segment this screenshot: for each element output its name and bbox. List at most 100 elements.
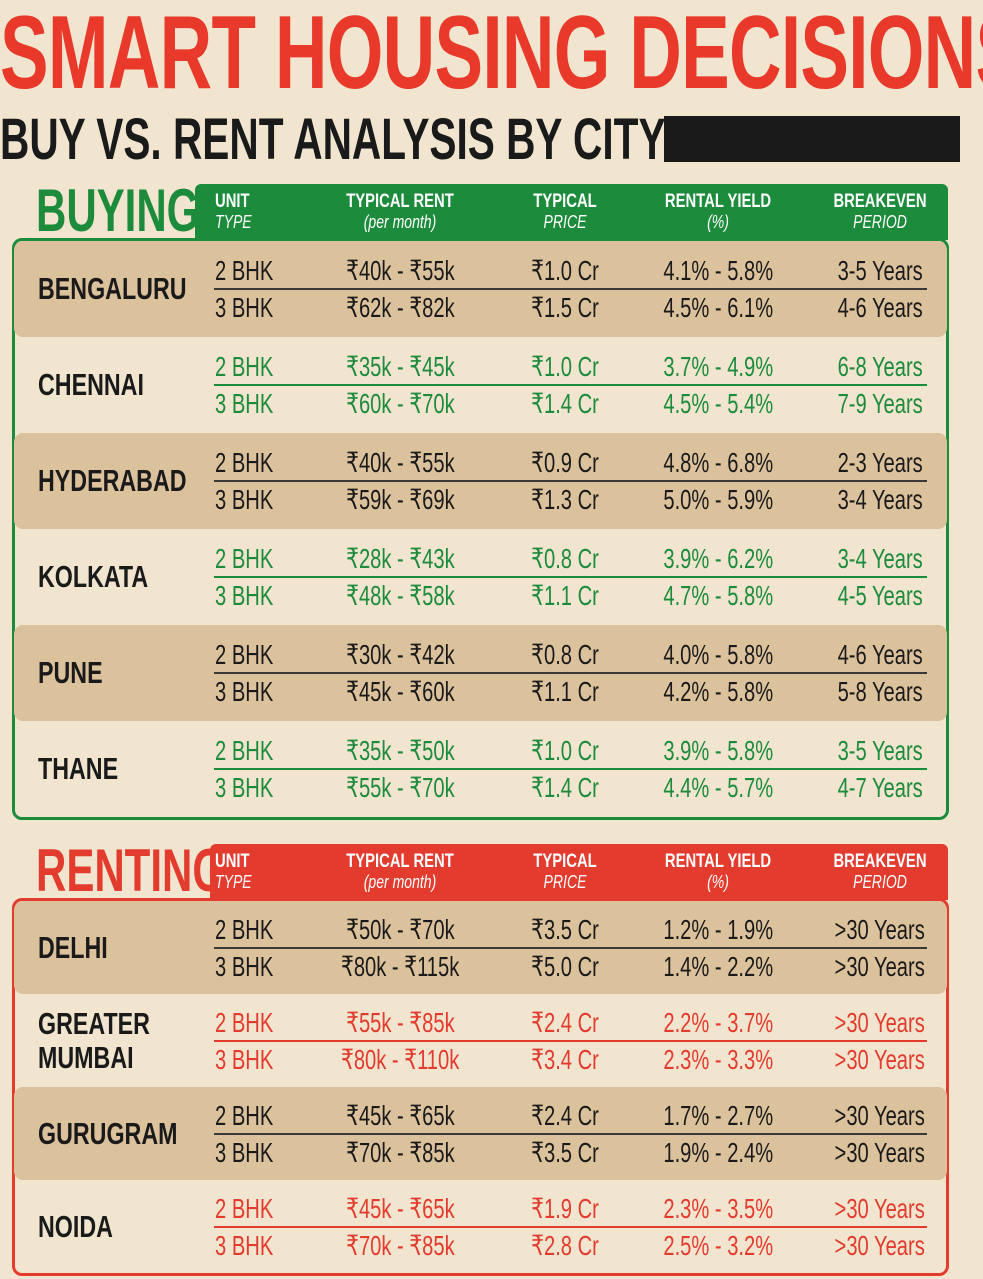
cell-text: ₹1.0 Cr <box>531 735 599 766</box>
cell-text: ₹1.1 Cr <box>531 676 599 707</box>
cell: ₹5.0 Cr <box>465 951 665 983</box>
column-subtitle: PERIOD <box>853 872 907 892</box>
cell: 4.2% - 5.8% <box>618 676 818 708</box>
city-block: PUNE 2 BHK ₹30k - ₹42k ₹0.8 Cr 4.0% - 5.8% 4-… <box>14 625 947 721</box>
column-subtitle: PRICE <box>543 872 587 892</box>
cell: ₹48k - ₹58k <box>300 580 500 612</box>
cell-text: 3.9% - 6.2% <box>663 543 773 574</box>
section-label: RENTING <box>36 837 225 904</box>
cell-text: ₹60k - ₹70k <box>345 388 455 419</box>
cell: 5.0% - 5.9% <box>618 484 818 516</box>
cell: 3 BHK <box>215 292 295 324</box>
cell: 4.8% - 6.8% <box>618 447 818 479</box>
cell-text: ₹1.3 Cr <box>531 484 599 515</box>
column-header: RENTAL YIELD (%) <box>628 191 808 233</box>
column-title: UNIT <box>215 851 250 872</box>
cell: 2-3 Years <box>780 447 980 479</box>
city-block: GREATER MUMBAI 2 BHK ₹55k - ₹85k ₹2.4 Cr 2.2… <box>14 994 947 1087</box>
cell: ₹3.4 Cr <box>465 1044 665 1076</box>
cell: >30 Years <box>780 1193 980 1225</box>
cell-text: ₹0.8 Cr <box>531 543 599 574</box>
cell-text: ₹3.5 Cr <box>531 1136 599 1168</box>
cell: 3 BHK <box>215 1044 295 1076</box>
cell: ₹1.1 Cr <box>465 676 665 708</box>
cell: ₹2.4 Cr <box>465 1100 665 1132</box>
cell: ₹62k - ₹82k <box>300 292 500 324</box>
cell: ₹40k - ₹55k <box>300 255 500 287</box>
cell-text: 1.4% - 2.2% <box>663 950 773 982</box>
cell-text: ₹1.0 Cr <box>531 255 599 286</box>
cell-text: 2.5% - 3.2% <box>663 1229 773 1261</box>
cell-text: 4.8% - 6.8% <box>663 447 773 478</box>
column-title: TYPICAL <box>533 191 597 212</box>
cell-text: ₹35k - ₹50k <box>345 735 455 766</box>
cell-text: 3-5 Years <box>837 255 923 286</box>
cell-text: ₹2.8 Cr <box>531 1229 599 1261</box>
cell: 4.0% - 5.8% <box>618 639 818 671</box>
cell: 3-4 Years <box>780 543 980 575</box>
cell-text: 5-8 Years <box>837 676 923 707</box>
city-block: THANE 2 BHK ₹35k - ₹50k ₹1.0 Cr 3.9% - 5.8% 3… <box>14 721 947 817</box>
cell: 2.3% - 3.3% <box>618 1044 818 1076</box>
cell-text: 2.3% - 3.5% <box>663 1192 773 1224</box>
cell-text: ₹30k - ₹42k <box>345 639 455 670</box>
cell-text: >30 Years <box>834 1229 926 1261</box>
cell-text: 2 BHK <box>215 639 274 670</box>
cell: 4-5 Years <box>780 580 980 612</box>
cell: 1.2% - 1.9% <box>618 914 818 946</box>
cell-text: 3 BHK <box>215 292 274 323</box>
cell-text: ₹0.8 Cr <box>531 639 599 670</box>
cell: 1.9% - 2.4% <box>618 1137 818 1169</box>
cell: ₹35k - ₹45k <box>300 351 500 383</box>
column-header: BREAKEVEN PERIOD <box>790 851 970 893</box>
cell: 6-8 Years <box>780 351 980 383</box>
cell: 1.7% - 2.7% <box>618 1100 818 1132</box>
cell-text: ₹1.4 Cr <box>531 388 599 419</box>
cell: 2 BHK <box>215 543 295 575</box>
cell-text: ₹48k - ₹58k <box>345 580 455 611</box>
cell: ₹30k - ₹42k <box>300 639 500 671</box>
cell: ₹45k - ₹60k <box>300 676 500 708</box>
cell: ₹80k - ₹115k <box>300 951 500 983</box>
cell: 2.2% - 3.7% <box>618 1007 818 1039</box>
cell: ₹28k - ₹43k <box>300 543 500 575</box>
city-name: DELHI <box>38 929 108 965</box>
cell-text: ₹50k - ₹70k <box>345 913 455 945</box>
cell: 3-4 Years <box>780 484 980 516</box>
cell-text: ₹59k - ₹69k <box>345 484 455 515</box>
cell-text: 4.7% - 5.8% <box>663 580 773 611</box>
cell: >30 Years <box>780 914 980 946</box>
cell: ₹1.0 Cr <box>465 735 665 767</box>
cell: 2 BHK <box>215 639 295 671</box>
cell-text: 4-5 Years <box>837 580 923 611</box>
cell: >30 Years <box>780 1137 980 1169</box>
cell: ₹0.8 Cr <box>465 543 665 575</box>
cell-text: 1.9% - 2.4% <box>663 1136 773 1168</box>
cell-text: 2.2% - 3.7% <box>663 1006 773 1038</box>
cell-text: 2-3 Years <box>837 447 923 478</box>
column-header: UNIT TYPE <box>215 191 275 233</box>
cell: 4.4% - 5.7% <box>618 772 818 804</box>
cell-text: ₹80k - ₹115k <box>340 950 460 982</box>
column-header: TYPICAL RENT (per month) <box>310 191 490 233</box>
section-box <box>12 238 949 820</box>
cell-text: 2 BHK <box>215 255 274 286</box>
column-header: TYPICAL PRICE <box>475 191 655 233</box>
cell: ₹1.4 Cr <box>465 388 665 420</box>
cell-text: 4-6 Years <box>837 639 923 670</box>
cell-text: ₹62k - ₹82k <box>345 292 455 323</box>
cell: ₹50k - ₹70k <box>300 914 500 946</box>
cell: ₹1.0 Cr <box>465 351 665 383</box>
cell: 3 BHK <box>215 580 295 612</box>
cell: ₹70k - ₹85k <box>300 1230 500 1262</box>
cell: 2 BHK <box>215 447 295 479</box>
column-title: TYPICAL RENT <box>346 851 454 872</box>
city-name: PUNE <box>38 655 103 690</box>
cell: >30 Years <box>780 1044 980 1076</box>
cell: ₹80k - ₹110k <box>300 1044 500 1076</box>
title: SMART HOUSING DECISIONS <box>0 0 983 111</box>
cell: ₹3.5 Cr <box>465 914 665 946</box>
cell: ₹45k - ₹65k <box>300 1100 500 1132</box>
cell-text: 6-8 Years <box>837 351 923 382</box>
cell-text: 2 BHK <box>215 1099 274 1131</box>
